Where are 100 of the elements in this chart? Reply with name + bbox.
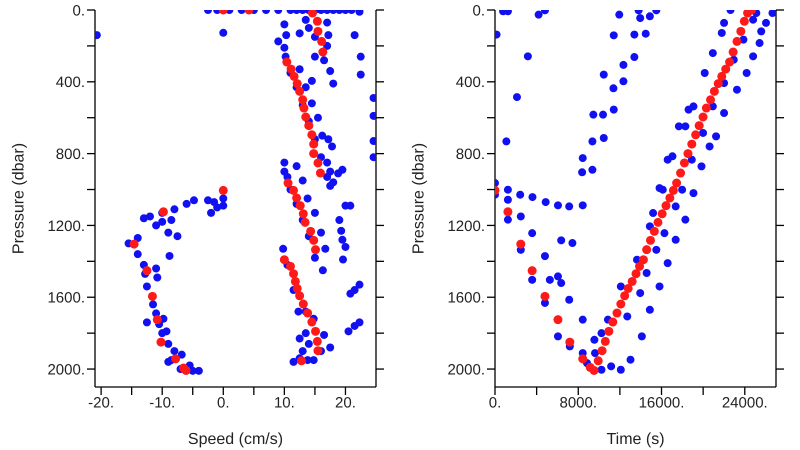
point bbox=[303, 308, 312, 318]
point bbox=[717, 72, 726, 81]
y-tick-label: 1200. bbox=[447, 218, 485, 235]
point bbox=[694, 121, 704, 130]
point bbox=[299, 104, 308, 113]
y-tick-label: 400. bbox=[456, 74, 485, 92]
point bbox=[308, 10, 317, 18]
point bbox=[298, 95, 308, 104]
point bbox=[292, 193, 302, 202]
x-tick-label: 0. bbox=[488, 394, 502, 412]
point bbox=[313, 158, 322, 168]
point bbox=[148, 292, 157, 301]
point bbox=[289, 269, 298, 278]
point bbox=[553, 315, 562, 324]
x-tick-label: 24000. bbox=[722, 394, 768, 412]
point bbox=[683, 149, 692, 158]
point bbox=[687, 140, 696, 149]
point bbox=[728, 48, 738, 57]
point bbox=[309, 149, 318, 158]
point bbox=[736, 26, 746, 36]
point bbox=[600, 336, 610, 346]
point bbox=[624, 284, 633, 293]
point bbox=[171, 354, 180, 364]
point bbox=[565, 338, 574, 347]
y-tick-label: 1600. bbox=[47, 290, 85, 307]
y-axis-title: Pressure (dbar) bbox=[410, 142, 428, 254]
point bbox=[296, 356, 306, 366]
point bbox=[152, 315, 162, 324]
point bbox=[594, 356, 603, 366]
point bbox=[307, 130, 316, 140]
point bbox=[668, 186, 678, 195]
point bbox=[311, 245, 320, 254]
y-tick-label: 2000. bbox=[447, 361, 485, 378]
point bbox=[598, 346, 607, 356]
point bbox=[632, 269, 641, 278]
point bbox=[604, 326, 614, 336]
point bbox=[311, 326, 320, 336]
y-tick-label: 1600. bbox=[447, 290, 485, 307]
y-tick-label: 1200. bbox=[47, 218, 85, 235]
point bbox=[313, 26, 322, 36]
point bbox=[301, 112, 310, 122]
point bbox=[620, 291, 630, 300]
point bbox=[650, 226, 659, 236]
point bbox=[578, 354, 588, 364]
x-tick-label: 16000. bbox=[638, 394, 684, 412]
point bbox=[608, 318, 618, 327]
point bbox=[182, 366, 191, 375]
point bbox=[635, 262, 644, 271]
point bbox=[300, 218, 310, 227]
point bbox=[284, 178, 293, 188]
point bbox=[528, 266, 537, 276]
y-tick-label: 400. bbox=[56, 74, 85, 92]
x-tick-label: 10. bbox=[274, 394, 295, 412]
point bbox=[312, 16, 322, 26]
x-tick-label: -10. bbox=[149, 394, 176, 412]
point bbox=[306, 226, 316, 236]
point bbox=[282, 58, 292, 67]
point bbox=[612, 308, 622, 318]
y-tick-label: 0. bbox=[72, 2, 85, 20]
x-axis-title: Speed (cm/s) bbox=[188, 431, 284, 448]
x-tick-label: -20. bbox=[88, 394, 114, 412]
point bbox=[292, 79, 302, 88]
point bbox=[680, 158, 689, 168]
point bbox=[309, 236, 318, 245]
point bbox=[740, 16, 749, 26]
point bbox=[516, 240, 526, 249]
point bbox=[638, 255, 648, 264]
point bbox=[646, 236, 655, 245]
point bbox=[142, 266, 152, 276]
point bbox=[295, 291, 304, 300]
point bbox=[503, 207, 512, 216]
y-tick-label: 0. bbox=[472, 2, 485, 20]
point bbox=[289, 186, 298, 195]
point bbox=[218, 186, 228, 195]
x-tick-label: 20. bbox=[335, 394, 356, 412]
point bbox=[658, 209, 667, 218]
point bbox=[280, 255, 289, 264]
point bbox=[698, 112, 708, 122]
point bbox=[286, 64, 296, 74]
point bbox=[296, 201, 305, 210]
y-axis-title: Pressure (dbar) bbox=[10, 142, 28, 254]
point bbox=[307, 318, 316, 327]
point bbox=[309, 140, 318, 149]
point bbox=[304, 121, 314, 130]
point bbox=[130, 240, 139, 249]
x-axis-title: Time (s) bbox=[606, 431, 665, 448]
point bbox=[642, 245, 652, 254]
point bbox=[590, 366, 599, 375]
point bbox=[676, 168, 686, 178]
point bbox=[290, 72, 299, 81]
point bbox=[653, 218, 662, 227]
point bbox=[725, 58, 734, 67]
point bbox=[298, 300, 308, 309]
x-tick-label: 0. bbox=[217, 394, 230, 412]
y-tick-label: 800. bbox=[56, 146, 85, 163]
point bbox=[316, 168, 325, 178]
point bbox=[292, 284, 302, 293]
y-tick-label: 800. bbox=[456, 146, 485, 163]
point bbox=[540, 292, 550, 301]
point bbox=[665, 193, 674, 202]
